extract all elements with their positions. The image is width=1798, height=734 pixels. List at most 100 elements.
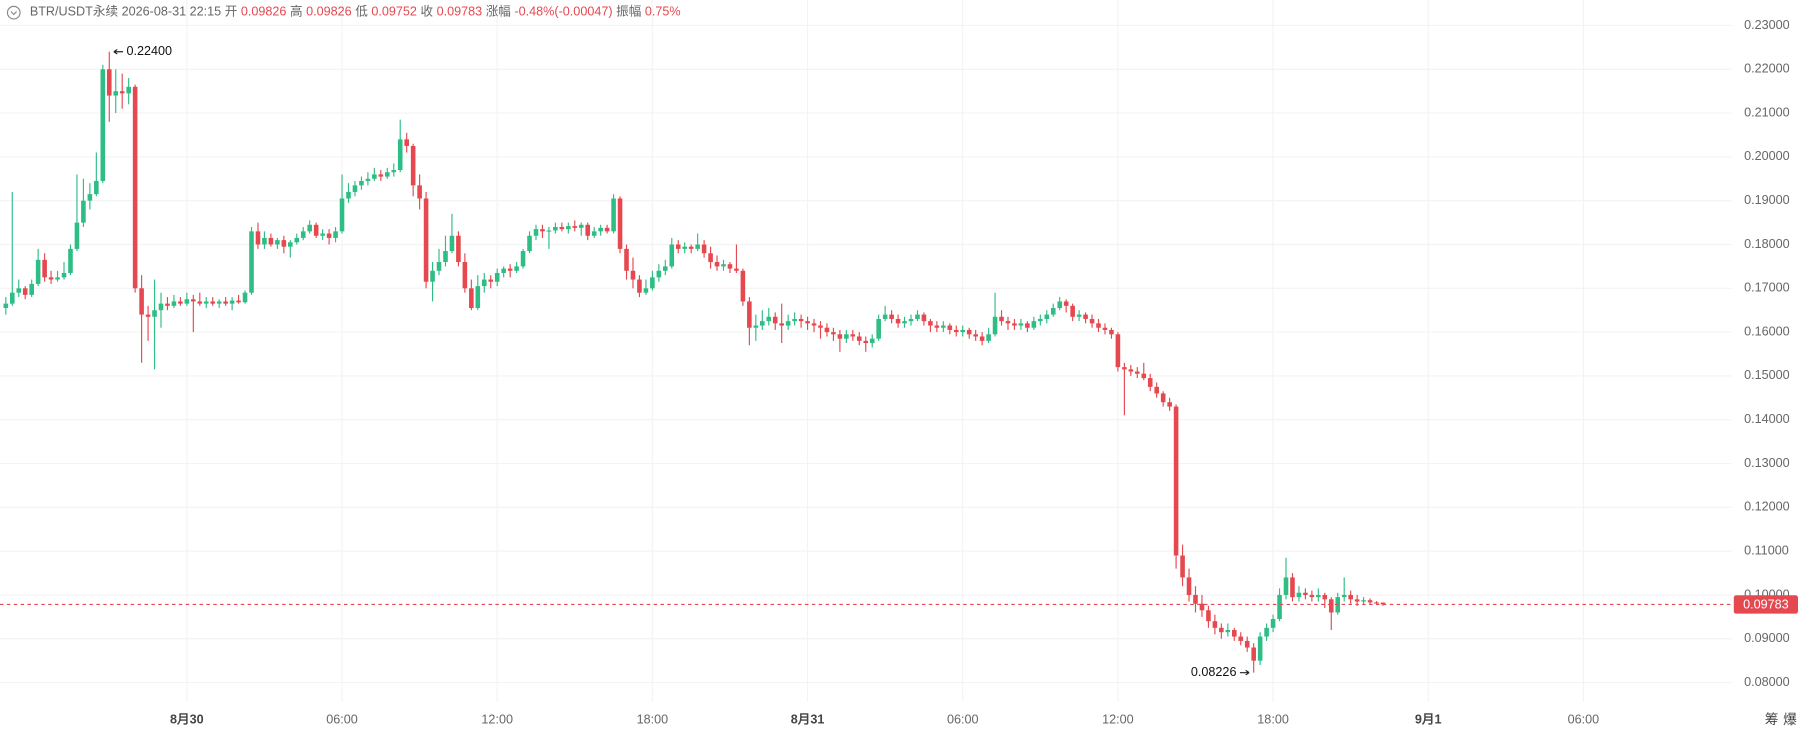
candle-body — [1231, 629, 1237, 637]
candle-body — [333, 231, 338, 238]
candle-body — [1038, 318, 1043, 322]
candle-body — [1031, 321, 1037, 328]
candle-body — [397, 139, 403, 171]
candle-body — [1167, 402, 1172, 407]
candle-body — [598, 227, 603, 232]
candle-body — [708, 253, 713, 263]
annotation-arrow — [113, 48, 124, 55]
candle-body — [1173, 406, 1179, 556]
candle-body — [1193, 594, 1198, 604]
candle-body — [68, 248, 73, 273]
candle-body — [326, 233, 332, 238]
candle-body — [546, 230, 552, 232]
candle-body — [178, 301, 183, 304]
last-price-tag — [1733, 595, 1798, 614]
candle-body — [585, 224, 591, 236]
candle-body — [443, 251, 448, 263]
candle-body — [947, 325, 953, 330]
candle-body — [617, 198, 623, 249]
candle-body — [365, 178, 371, 181]
candle-body — [372, 174, 377, 179]
candle-body — [216, 301, 222, 304]
candle-body — [966, 329, 972, 335]
chip-button[interactable]: 筹 — [1765, 711, 1779, 727]
candle-body — [404, 139, 409, 146]
candle-body — [1135, 371, 1140, 374]
candle-body — [281, 240, 287, 247]
candle-body — [753, 325, 759, 328]
x-tick-label: 12:00 — [481, 713, 513, 727]
candle-body — [1025, 323, 1030, 328]
y-tick-label: 0.23000 — [1744, 18, 1790, 32]
candles — [0, 51, 1734, 673]
candle-body — [701, 244, 707, 254]
candle-body — [805, 321, 810, 324]
candle-body — [1257, 636, 1263, 661]
candle-body — [1296, 592, 1302, 598]
candle-body — [520, 251, 526, 267]
time: 2026-08-31 22:15 — [122, 5, 222, 19]
y-tick-label: 0.18000 — [1744, 237, 1790, 251]
candle-body — [1322, 594, 1328, 600]
candle-body — [378, 174, 384, 177]
candle-body — [850, 334, 856, 337]
candle-body — [1212, 621, 1218, 628]
open-label: 开 — [225, 5, 238, 19]
candle-body — [507, 268, 513, 271]
candle-body — [29, 283, 34, 295]
candle-body — [1348, 594, 1353, 600]
candle-body — [203, 301, 209, 304]
candle-body — [223, 301, 228, 304]
low-label: 低 — [355, 5, 368, 19]
candle-body — [152, 310, 157, 317]
candle-body — [352, 185, 358, 192]
candle-body — [941, 325, 946, 328]
candle-body — [1186, 577, 1192, 595]
candle-body — [727, 264, 733, 269]
liquidation-button[interactable]: 爆 — [1783, 712, 1797, 727]
y-tick-label: 0.19000 — [1744, 193, 1790, 207]
candle-body — [61, 272, 67, 278]
candle-body — [1206, 610, 1211, 622]
candle-body — [307, 224, 312, 232]
candle-body — [889, 314, 894, 319]
candle-body — [740, 270, 746, 302]
candle-body — [1128, 369, 1134, 372]
candle-body — [359, 180, 364, 186]
change-value: -0.48%(-0.00047) — [514, 5, 612, 19]
candle-body — [313, 224, 319, 236]
candle-body — [1354, 599, 1360, 602]
candle-body — [1180, 555, 1185, 578]
y-tick-label: 0.16000 — [1744, 324, 1790, 338]
candle-body — [566, 226, 571, 230]
candle-body — [1083, 314, 1088, 319]
candle-body — [384, 172, 390, 177]
candle-body — [1290, 577, 1295, 598]
candle-body — [863, 340, 869, 344]
candle-body — [74, 222, 80, 249]
candle-body — [1238, 636, 1244, 641]
open-value: 0.09826 — [241, 5, 287, 19]
candle-body — [184, 299, 190, 304]
y-tick-label: 0.15000 — [1744, 368, 1790, 382]
candle-body — [1367, 600, 1373, 603]
low-value: 0.09752 — [371, 5, 417, 19]
candle-body — [1361, 600, 1366, 602]
candle-body — [992, 316, 998, 335]
candle-body — [766, 316, 772, 322]
candle-body — [637, 279, 642, 293]
candle-body — [158, 303, 164, 311]
candle-body — [81, 200, 86, 223]
candle-body — [417, 185, 422, 199]
candle-body — [1089, 318, 1095, 324]
candle-body — [449, 235, 455, 252]
collapse-icon[interactable] — [6, 5, 21, 20]
candle-body — [423, 198, 429, 282]
candle-body — [540, 229, 545, 232]
candle-body — [779, 323, 784, 326]
candle-body — [236, 300, 241, 303]
candle-body — [165, 303, 170, 306]
candle-body — [488, 279, 494, 282]
candle-body — [553, 226, 558, 231]
x-tick-label: 8月30 — [170, 713, 204, 727]
